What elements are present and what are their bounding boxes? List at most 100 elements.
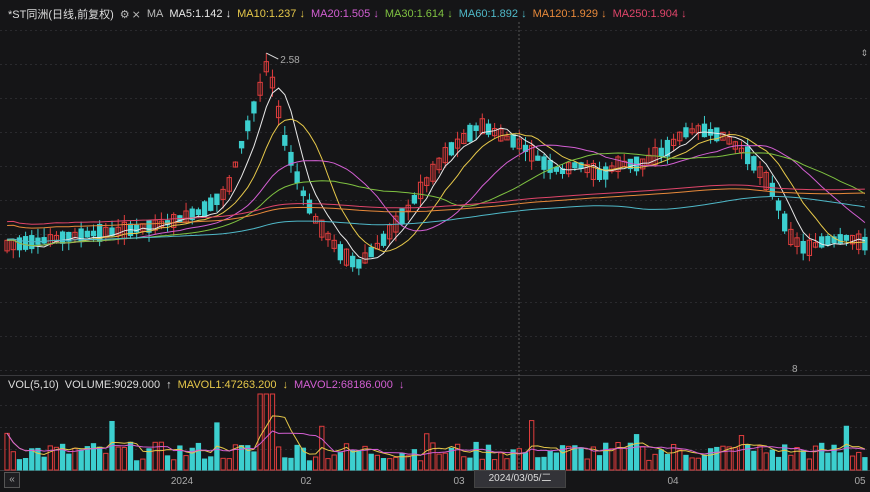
volume-bar (393, 456, 399, 471)
volume-bar (442, 452, 448, 471)
candle-body (84, 230, 90, 238)
high-pointer (266, 52, 279, 60)
candle-body (4, 239, 10, 252)
volume-bar (856, 451, 862, 471)
volume-bar (553, 452, 560, 471)
candle-body (473, 125, 479, 131)
candle-body (535, 155, 541, 161)
candle-body (251, 101, 257, 114)
candle-body (819, 236, 825, 248)
ma-items: MA5:1.142 ↓ MA10:1.237 ↓ MA20:1.505 ↓ MA30:… (169, 8, 686, 20)
volume-bar (350, 449, 356, 471)
volume-bar (454, 443, 461, 471)
vol-indicator: VOL(5,10) (8, 379, 59, 391)
ma-toggle[interactable]: MA (146, 8, 164, 20)
mavol2-arrow: ↓ (398, 379, 405, 391)
candle-body (275, 105, 282, 119)
candle-body (572, 162, 578, 169)
candle-body (158, 220, 165, 228)
candle-body (350, 255, 356, 268)
volume-bar (411, 449, 418, 471)
crosshair-date-tip: 2024/03/05/二 (474, 470, 566, 488)
volume-bar (16, 459, 23, 471)
volume-bar (282, 457, 288, 471)
candle-body (269, 76, 276, 89)
volume-bar (479, 458, 485, 471)
volume-bar (417, 460, 424, 471)
volume-bar (22, 458, 29, 471)
volume-bar (53, 446, 60, 471)
volume-bar (387, 458, 393, 471)
close-icon[interactable]: ⨯ (131, 8, 141, 21)
candle-body (257, 81, 263, 96)
candle-body (744, 146, 751, 165)
volume-bar (541, 456, 547, 471)
candle-body (547, 159, 553, 173)
date-label: 05 (854, 476, 866, 487)
candle-body (90, 230, 97, 237)
scroll-left-button[interactable]: « (4, 472, 20, 488)
volume-bar (78, 449, 84, 471)
scale-toggle-icon[interactable]: ⇕ (860, 48, 868, 58)
volume-bar (633, 434, 640, 471)
volume-bar (627, 442, 634, 471)
volume-bar (103, 452, 109, 471)
volume-bar (208, 456, 214, 471)
ma10-line (7, 118, 865, 253)
candle-body (590, 162, 597, 180)
volume-bar (275, 446, 282, 471)
volume-bar (171, 459, 177, 471)
candle-body (738, 147, 745, 153)
volume-bar (831, 444, 837, 471)
candle-body (714, 127, 720, 142)
volume-bar (800, 450, 806, 471)
volume-bar (473, 441, 479, 471)
volume-bar (331, 454, 337, 471)
candle-body (553, 166, 560, 172)
candle-body (782, 213, 788, 232)
gear-icon[interactable]: ⚙ (119, 8, 130, 21)
volume-bar (788, 454, 794, 471)
ma-item-3: MA30:1.614 ↓ (384, 8, 453, 20)
candle-body (436, 157, 442, 171)
volume-bar (374, 454, 381, 471)
volume-bar (825, 452, 831, 471)
candle-body (837, 234, 843, 244)
candle-body (825, 235, 831, 246)
volume-bar (343, 443, 350, 471)
volume-bar (263, 393, 269, 471)
candle-body (658, 147, 664, 157)
ma60-line (7, 195, 865, 243)
mavol1-arrow: ↓ (282, 379, 289, 391)
candle-body (541, 156, 547, 170)
candle-body (22, 236, 29, 250)
volume-bar (356, 450, 362, 471)
volume-bar (232, 444, 239, 471)
candle-body (59, 231, 66, 244)
candle-body (831, 236, 837, 244)
candle-body (189, 208, 195, 221)
volume-bar (47, 445, 53, 471)
candle-body (41, 237, 47, 244)
ma5-line (7, 87, 866, 260)
volume-bar (714, 446, 720, 471)
candle-body (411, 194, 418, 204)
volume-bar (504, 458, 510, 471)
volume-bar (751, 450, 757, 471)
volume-bar (337, 452, 344, 471)
candle-body (800, 240, 806, 254)
volume-bar (467, 457, 473, 471)
volume-bar (134, 460, 140, 471)
volume-bar (491, 459, 498, 471)
candle-body (201, 201, 208, 217)
candle-body (430, 163, 436, 182)
volume-arrow: ↑ (166, 379, 172, 391)
volume-bar (862, 457, 868, 471)
volume-bar (485, 444, 492, 471)
candle-body (387, 224, 393, 240)
volume-bar (96, 446, 103, 471)
candle-body (615, 156, 621, 172)
mavol2-value: MAVOL2:68186.000 (294, 379, 393, 391)
volume-bar (140, 458, 146, 471)
